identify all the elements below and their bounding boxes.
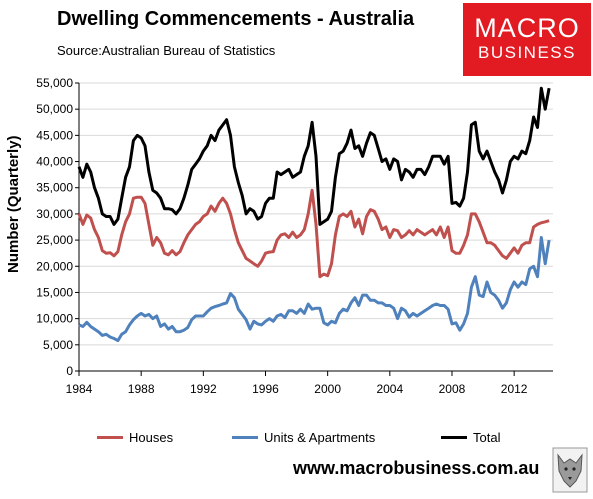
line-chart: 0 5,000 10,000 15,000 20,000 25,000 30,000 35,0… [36,76,553,396]
legend-label-houses: Houses [129,430,174,445]
x-tick-label: 1988 [128,382,155,396]
y-tick-label: 35,000 [36,181,73,195]
y-tick-label: 20,000 [36,259,73,273]
legend-item-units: Units & Apartments [232,430,375,445]
y-tick-label: 55,000 [36,76,73,90]
chart-title: Dwelling Commencements - Australia [57,8,415,30]
macrobusiness-logo: MACRO BUSINESS [463,3,591,76]
y-tick-label: 15,000 [36,285,73,299]
legend-label-total: Total [473,430,501,445]
x-tick-label: 1996 [252,382,279,396]
x-tick-label: 2012 [501,382,528,396]
y-tick-label: 25,000 [36,233,73,247]
logo-line-1: MACRO [474,13,580,43]
legend-item-total: Total [441,430,500,445]
y-tick-label: 45,000 [36,128,73,142]
wolf-logo-icon [552,447,588,493]
legend-swatch-total [441,436,467,439]
legend-label-units: Units & Apartments [264,430,376,445]
series-line-total [77,86,551,226]
legend-swatch-houses [97,436,123,439]
y-tick-label: 5,000 [43,338,73,352]
y-tick-label: 40,000 [36,155,73,169]
legend-item-houses: Houses [97,430,173,445]
x-tick-label: 2008 [439,382,466,396]
series-line-houses [77,188,550,279]
x-tick-label: 1984 [66,382,93,396]
logo-line-2: BUSINESS [478,43,576,62]
y-tick-label: 30,000 [36,207,73,221]
x-tick-label: 1992 [190,382,217,396]
y-tick-label: 10,000 [36,312,73,326]
source-note: Source:Australian Bureau of Statistics [57,43,276,58]
x-tick-label: 2004 [376,382,403,396]
legend-swatch-units [232,436,258,439]
legend: Houses Units & Apartments Total [0,430,593,446]
x-tick-label: 2000 [314,382,341,396]
website-url: www.macrobusiness.com.au [293,458,540,478]
y-tick-label: 0 [66,364,73,378]
series-line-units-apartments [78,236,551,343]
y-tick-label: 50,000 [36,102,73,116]
